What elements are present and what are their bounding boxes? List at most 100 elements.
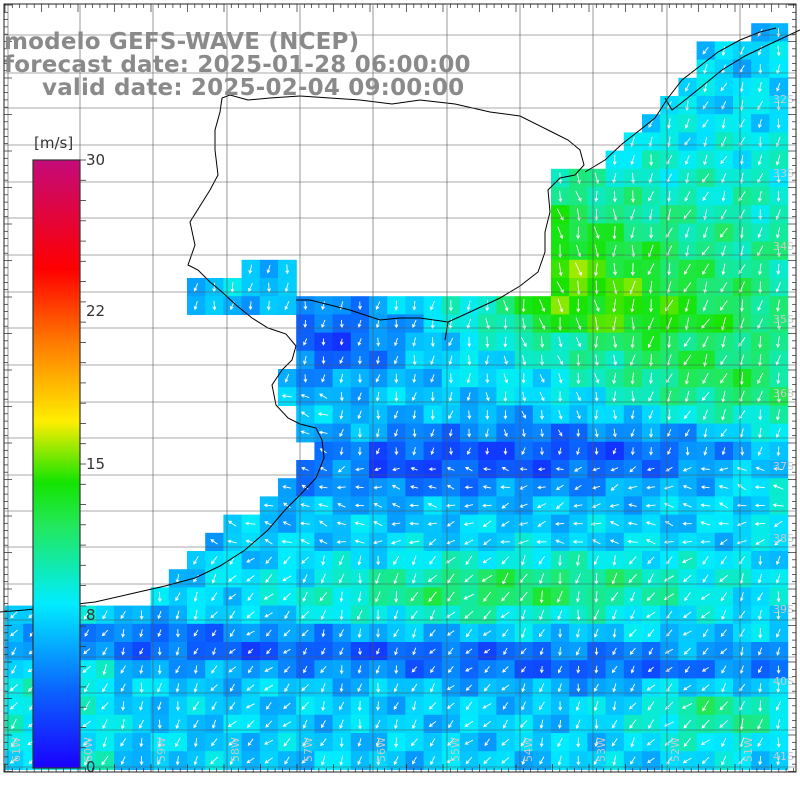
wind-arrow: [720, 355, 728, 366]
wind-arrow: [376, 410, 381, 420]
wind-arrow: [539, 756, 545, 765]
wind-arrow: [594, 591, 599, 603]
wind-arrow: [521, 683, 526, 693]
wind-arrow: [465, 628, 473, 638]
wind-arrow: [210, 556, 218, 565]
wind-arrow: [521, 701, 526, 711]
wind-arrow: [719, 720, 729, 729]
wind-arrow: [412, 337, 417, 347]
wind-arrow: [573, 503, 583, 508]
wind-arrow: [247, 648, 254, 654]
wind-arrow: [502, 666, 509, 673]
wind-arrow: [757, 227, 763, 239]
wind-arrow: [776, 647, 781, 656]
wind-arrow: [720, 648, 728, 655]
wind-arrow: [721, 245, 726, 257]
wind-arrow: [576, 447, 580, 456]
wind-arrow: [594, 409, 599, 420]
wind-arrow: [376, 628, 380, 638]
wind-arrow: [594, 447, 599, 456]
wind-arrow: [447, 666, 454, 674]
wind-arrow: [446, 685, 455, 690]
wind-arrow: [411, 719, 417, 729]
wind-arrow: [317, 412, 329, 417]
wind-arrow: [357, 591, 362, 603]
wind-arrow: [575, 591, 580, 603]
wind-arrow: [757, 718, 764, 730]
wind-arrow: [11, 665, 17, 675]
wind-arrow: [412, 319, 417, 328]
wind-arrow: [427, 502, 438, 508]
wind-arrow: [776, 719, 780, 730]
wind-arrow: [776, 245, 781, 258]
wind-arrow: [301, 629, 309, 637]
wind-arrow: [193, 301, 198, 311]
wind-arrow: [139, 701, 144, 711]
wind-arrow: [558, 373, 563, 384]
wind-arrow: [576, 354, 581, 367]
wind-arrow: [503, 410, 508, 420]
wind-arrow: [321, 647, 326, 656]
wind-arrow: [757, 610, 762, 621]
wind-arrow: [558, 336, 563, 348]
wind-arrow: [684, 155, 690, 165]
wind-arrow: [703, 209, 708, 221]
wind-arrow: [703, 428, 708, 438]
wind-arrow: [776, 591, 781, 603]
wind-arrow: [283, 702, 291, 709]
wind-arrow: [394, 300, 399, 311]
wind-arrow: [774, 538, 783, 546]
wind-arrow: [648, 281, 653, 295]
wind-arrow: [611, 719, 618, 729]
wind-arrow: [501, 521, 510, 527]
model-title: modelo GEFS-WAVE (NCEP): [4, 29, 360, 55]
wind-arrow: [758, 555, 763, 566]
wind-arrow: [776, 299, 780, 312]
wind-arrow: [649, 227, 654, 239]
wind-arrow: [427, 574, 438, 583]
wind-arrow: [591, 503, 601, 508]
lat-label: 37S: [773, 460, 794, 473]
wind-arrow: [245, 521, 256, 526]
wind-arrow: [757, 446, 763, 456]
wind-arrow: [703, 353, 708, 367]
wind-arrow: [192, 701, 200, 711]
wind-arrow: [229, 701, 236, 710]
wind-arrow: [612, 226, 617, 240]
lon-label: 53W: [595, 737, 608, 762]
wind-arrow: [193, 574, 199, 583]
wind-arrow: [539, 737, 544, 748]
wind-arrow: [758, 354, 762, 367]
lat-label: 33S: [773, 167, 794, 180]
wind-arrow: [682, 467, 692, 472]
wind-arrow: [757, 300, 763, 312]
wind-arrow: [576, 226, 581, 240]
wind-arrow: [558, 628, 562, 638]
wind-arrow: [320, 610, 326, 620]
wind-arrow: [572, 539, 583, 544]
wind-arrow: [539, 719, 544, 730]
wind-arrow: [157, 591, 162, 603]
wind-arrow: [321, 701, 326, 712]
wind-arrow: [357, 555, 362, 566]
wind-arrow: [649, 299, 653, 313]
wind-arrow: [246, 611, 255, 619]
wind-arrow: [757, 119, 762, 129]
wind-arrow: [681, 540, 693, 545]
wind-arrow: [412, 446, 417, 456]
wind-arrow: [612, 391, 617, 403]
wind-arrow: [336, 540, 347, 544]
wind-arrow: [612, 155, 617, 166]
wind-arrow: [300, 503, 310, 508]
wind-arrow: [211, 629, 217, 637]
wind-arrow: [211, 573, 217, 584]
wind-arrow: [428, 467, 436, 472]
wind-arrow: [500, 540, 510, 544]
wind-arrow: [520, 648, 527, 655]
wind-arrow: [265, 702, 272, 710]
wind-arrow: [700, 611, 710, 619]
wind-arrow: [446, 702, 455, 709]
wind-arrow: [576, 410, 581, 420]
wind-arrow: [613, 409, 618, 420]
forecast-date: forecast date: 2025-01-28 06:00:00: [4, 52, 471, 78]
